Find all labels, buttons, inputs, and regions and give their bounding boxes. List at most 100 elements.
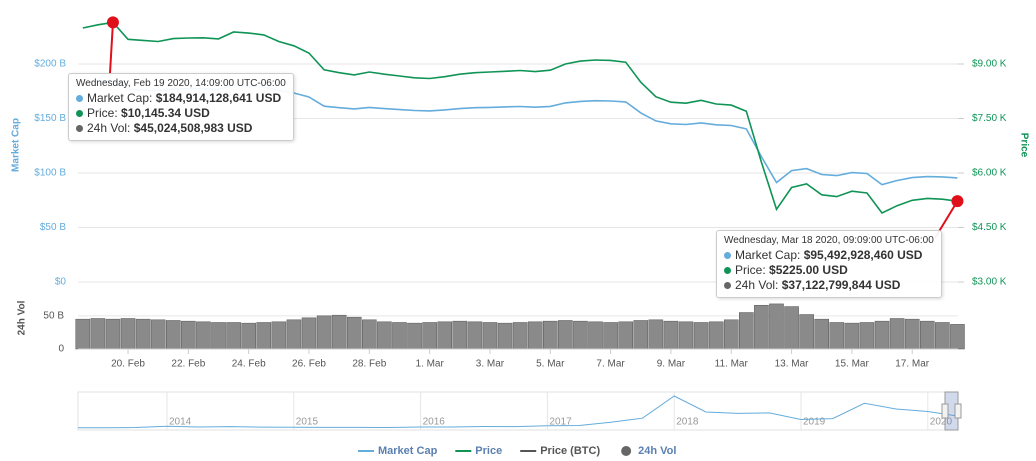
volume-bar bbox=[859, 322, 875, 350]
tooltip-bullet bbox=[76, 125, 83, 132]
x-tick-label: 26. Feb bbox=[292, 359, 326, 370]
tooltip-row: Price: $5225.00 USD bbox=[724, 263, 934, 278]
legend-label: Price (BTC) bbox=[540, 445, 600, 457]
volume-bar bbox=[799, 314, 814, 350]
series-line bbox=[82, 21, 958, 215]
y-axis-title: Market Cap bbox=[11, 118, 22, 172]
tooltip-value: $184,914,128,641 USD bbox=[155, 91, 282, 105]
volume-bar bbox=[316, 315, 332, 350]
volume-bar bbox=[603, 322, 618, 350]
y2-tick-label: $3.00 K bbox=[972, 277, 1007, 288]
volume-bar bbox=[286, 319, 302, 350]
navigator-handle[interactable] bbox=[954, 403, 962, 419]
volume-bar bbox=[407, 322, 422, 350]
legend-item[interactable]: Market Cap bbox=[358, 445, 438, 457]
volume-bar bbox=[346, 316, 362, 350]
navigator-label: 2016 bbox=[423, 417, 446, 428]
y-tick-label: 0 bbox=[58, 344, 64, 355]
volume-bar bbox=[377, 321, 392, 350]
y-tick-label: $0 bbox=[55, 277, 67, 288]
tooltip-bullet bbox=[724, 267, 731, 274]
volume-bar bbox=[362, 319, 377, 350]
highlight-point bbox=[951, 195, 964, 208]
volume-bar bbox=[331, 314, 347, 350]
tooltip: Wednesday, Mar 18 2020, 09:09:00 UTC-06:… bbox=[716, 230, 942, 298]
y2-axis-title: Price bbox=[1018, 133, 1029, 158]
x-tick-label: 15. Mar bbox=[835, 359, 870, 370]
tooltip-value: $95,492,928,460 USD bbox=[803, 248, 923, 262]
volume-bar bbox=[392, 322, 407, 350]
tooltip-label: Price: bbox=[735, 263, 766, 277]
volume-bar bbox=[211, 322, 226, 350]
tooltip-label: 24h Vol: bbox=[87, 121, 131, 135]
x-tick-label: 5. Mar bbox=[536, 359, 565, 370]
volume-bar bbox=[196, 321, 211, 350]
volume-bar bbox=[452, 320, 468, 350]
x-tick-label: 3. Mar bbox=[476, 359, 505, 370]
highlight-point bbox=[106, 16, 119, 29]
y-tick-label: 50 B bbox=[43, 310, 64, 321]
volume-bar bbox=[271, 321, 287, 350]
volume-bar bbox=[588, 321, 603, 350]
legend-label: Price bbox=[475, 445, 502, 457]
volume-bar bbox=[181, 320, 196, 350]
volume-bar bbox=[935, 322, 950, 350]
navigator-handle[interactable] bbox=[941, 403, 949, 419]
x-tick-label: 13. Mar bbox=[775, 359, 810, 370]
y-tick-label: $100 B bbox=[34, 168, 66, 179]
volume-bar bbox=[301, 317, 317, 350]
tooltip-bullet bbox=[724, 252, 731, 259]
legend-item[interactable]: 24h Vol bbox=[621, 445, 676, 457]
volume-bar bbox=[241, 322, 256, 350]
x-tick-label: 22. Feb bbox=[171, 359, 205, 370]
volume-bar bbox=[150, 319, 166, 350]
tooltip-row: 24h Vol: $37,122,799,844 USD bbox=[724, 278, 934, 293]
volume-bar bbox=[482, 322, 498, 350]
volume-bar bbox=[256, 322, 272, 350]
volume-bar bbox=[844, 322, 860, 350]
volume-bar bbox=[558, 320, 573, 350]
volume-axis-title: 24h Vol bbox=[17, 300, 28, 335]
volume-bar bbox=[708, 321, 724, 350]
tooltip-bullet bbox=[76, 110, 83, 117]
tooltip-label: Price: bbox=[87, 106, 118, 120]
x-tick-label: 28. Feb bbox=[352, 359, 386, 370]
volume-bar bbox=[618, 321, 633, 350]
navigator-label: 2018 bbox=[676, 417, 699, 428]
tooltip-value: $37,122,799,844 USD bbox=[781, 278, 901, 292]
volume-bar bbox=[874, 320, 890, 350]
volume-bar bbox=[889, 318, 905, 350]
tooltip-row: 24h Vol: $45,024,508,983 USD bbox=[76, 121, 286, 136]
x-tick-label: 1. Mar bbox=[415, 359, 444, 370]
navigator-label: 2017 bbox=[549, 417, 572, 428]
tooltip-value: $5225.00 USD bbox=[769, 263, 848, 277]
volume-bar bbox=[769, 303, 784, 350]
volume-bar bbox=[739, 312, 754, 350]
tooltip-label: Market Cap: bbox=[87, 91, 153, 105]
tooltip-row: Price: $10,145.34 USD bbox=[76, 106, 286, 121]
tooltip-date: Wednesday, Mar 18 2020, 09:09:00 UTC-06:… bbox=[724, 235, 934, 246]
y-tick-label: $150 B bbox=[34, 113, 66, 124]
legend-item[interactable]: Price bbox=[455, 445, 502, 457]
volume-bar bbox=[135, 318, 151, 350]
tooltip-bullet bbox=[724, 282, 731, 289]
volume-bar bbox=[904, 318, 920, 350]
volume-bar bbox=[784, 306, 799, 350]
tooltip-bullet bbox=[76, 95, 83, 102]
tooltip-connector bbox=[109, 22, 114, 74]
volume-bar bbox=[120, 318, 136, 350]
navigator-label: 2015 bbox=[296, 417, 319, 428]
volume-bar bbox=[633, 320, 649, 350]
y-tick-label: $50 B bbox=[40, 222, 66, 233]
volume-bar bbox=[648, 319, 664, 350]
legend-label: 24h Vol bbox=[638, 445, 676, 457]
volume-bar bbox=[542, 320, 558, 350]
volume-bar bbox=[75, 318, 91, 350]
tooltip-value: $45,024,508,983 USD bbox=[133, 121, 253, 135]
x-tick-label: 9. Mar bbox=[657, 359, 686, 370]
legend-item[interactable]: Price (BTC) bbox=[520, 445, 600, 457]
volume-bar bbox=[512, 322, 528, 350]
navigator-label: 2020 bbox=[930, 417, 953, 428]
x-tick-label: 7. Mar bbox=[596, 359, 625, 370]
volume-bar bbox=[226, 322, 241, 350]
